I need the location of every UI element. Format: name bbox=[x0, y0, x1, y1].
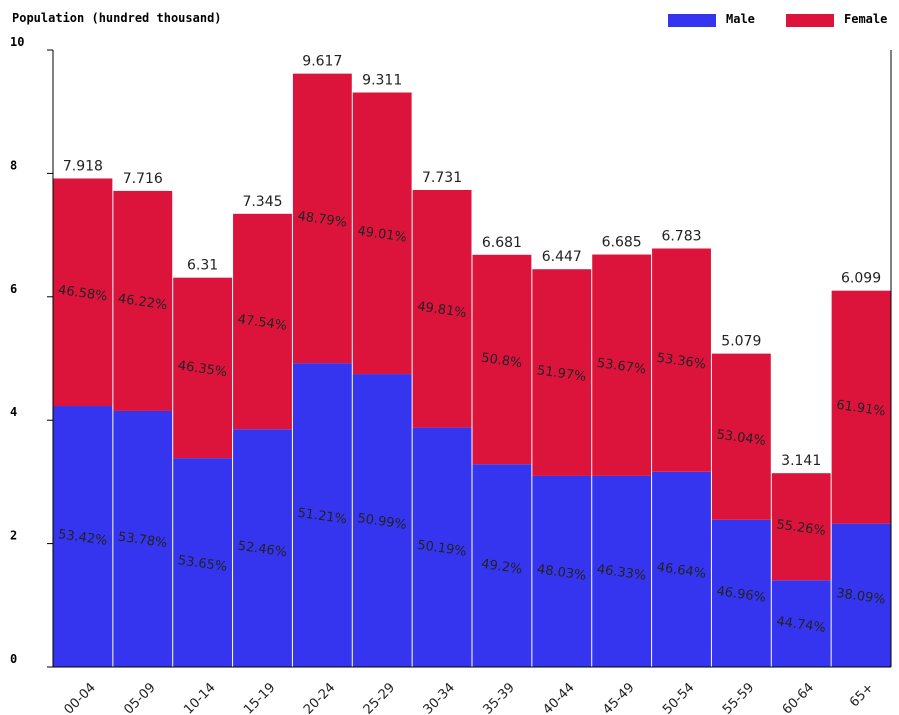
bar-segment bbox=[652, 471, 711, 667]
bar-segment bbox=[831, 523, 891, 667]
total-label: 6.681 bbox=[482, 235, 522, 251]
bar-segment bbox=[532, 269, 592, 476]
bar-segment bbox=[771, 580, 831, 667]
total-label: 7.731 bbox=[422, 170, 462, 186]
bar-segment bbox=[53, 178, 113, 407]
bar-segment bbox=[592, 254, 652, 476]
x-tick-label: 05-09 bbox=[121, 680, 158, 715]
bar-segment bbox=[771, 473, 831, 581]
y-tick-label: 0 bbox=[10, 652, 17, 666]
legend-swatch bbox=[786, 14, 834, 27]
total-label: 7.918 bbox=[63, 158, 103, 174]
y-tick-label: 10 bbox=[10, 35, 24, 49]
segment-label: 53.65% bbox=[177, 553, 228, 575]
bar-segment bbox=[173, 458, 233, 667]
x-tick-label: 65+ bbox=[847, 680, 877, 710]
total-label: 3.141 bbox=[781, 453, 821, 469]
segment-label: 53.78% bbox=[117, 530, 168, 552]
total-label: 6.685 bbox=[602, 235, 642, 251]
bar-segment bbox=[352, 92, 412, 375]
segment-label: 51.21% bbox=[297, 506, 348, 528]
bar-segment bbox=[472, 254, 532, 465]
x-tick-label: 15-19 bbox=[241, 680, 278, 715]
bar-segment bbox=[113, 190, 173, 411]
bar-segment bbox=[233, 429, 292, 667]
bar-segment bbox=[352, 374, 412, 667]
x-tick-label: 40-44 bbox=[540, 680, 577, 715]
segment-label: 51.97% bbox=[536, 363, 587, 385]
legend-label: Female bbox=[844, 12, 887, 26]
legend-label: Male bbox=[726, 12, 755, 26]
total-label: 6.31 bbox=[187, 258, 218, 274]
total-label: 7.716 bbox=[123, 171, 163, 187]
bar-segment bbox=[412, 427, 472, 667]
x-tick-label: 25-29 bbox=[361, 680, 398, 715]
segment-label: 49.2% bbox=[480, 557, 523, 578]
x-tick-label: 55-59 bbox=[720, 680, 757, 715]
segment-label: 53.36% bbox=[656, 351, 707, 373]
bar-segment bbox=[292, 73, 352, 364]
segment-label: 46.64% bbox=[656, 560, 707, 582]
segment-label: 50.99% bbox=[356, 511, 407, 533]
segment-label: 44.74% bbox=[775, 614, 826, 636]
x-tick-label: 60-64 bbox=[780, 680, 817, 715]
x-tick-label: 30-34 bbox=[421, 680, 458, 715]
segment-label: 47.54% bbox=[237, 312, 288, 334]
x-tick-label: 10-14 bbox=[181, 680, 218, 715]
segment-label: 46.35% bbox=[177, 359, 228, 381]
total-label: 6.447 bbox=[542, 249, 582, 265]
bar-segment bbox=[412, 189, 472, 428]
segment-label: 53.67% bbox=[596, 356, 647, 378]
segment-label: 53.42% bbox=[57, 527, 108, 549]
bar-segment bbox=[472, 464, 532, 667]
x-tick-label: 00-04 bbox=[62, 680, 99, 715]
bar-segment bbox=[173, 277, 233, 459]
x-tick-label: 35-39 bbox=[481, 680, 518, 715]
segment-label: 50.19% bbox=[416, 538, 467, 560]
segment-label: 50.8% bbox=[480, 351, 523, 372]
y-tick-label: 6 bbox=[10, 282, 17, 296]
segment-label: 38.09% bbox=[835, 586, 886, 608]
segment-label: 53.04% bbox=[716, 427, 767, 449]
y-tick-label: 8 bbox=[10, 158, 17, 172]
segment-label: 49.81% bbox=[416, 299, 467, 321]
segment-label: 55.26% bbox=[775, 517, 826, 539]
total-label: 6.099 bbox=[841, 271, 881, 287]
legend-swatch bbox=[668, 14, 716, 27]
bar-segment bbox=[831, 290, 891, 524]
x-tick-label: 45-49 bbox=[600, 680, 637, 715]
segment-label: 61.91% bbox=[835, 398, 886, 420]
total-label: 5.079 bbox=[721, 334, 761, 350]
segment-label: 46.58% bbox=[57, 283, 108, 305]
bar-segment bbox=[292, 363, 352, 667]
bar-segment bbox=[233, 213, 292, 430]
total-label: 7.345 bbox=[242, 194, 282, 210]
x-tick-label: 50-54 bbox=[660, 680, 697, 715]
bar-segment bbox=[711, 353, 771, 520]
segment-label: 46.22% bbox=[117, 292, 168, 314]
segment-label: 49.01% bbox=[356, 224, 407, 246]
bar-segment bbox=[652, 248, 711, 472]
bar-segment bbox=[113, 410, 173, 667]
segment-label: 48.79% bbox=[297, 209, 348, 231]
bar-segment bbox=[592, 475, 652, 667]
segment-label: 48.03% bbox=[536, 562, 587, 584]
bar-segment bbox=[711, 519, 771, 667]
segment-label: 46.33% bbox=[596, 562, 647, 584]
segment-label: 52.46% bbox=[237, 539, 288, 561]
chart-title: Population (hundred thousand) bbox=[12, 11, 222, 25]
bar-segment bbox=[53, 406, 113, 667]
total-label: 9.311 bbox=[362, 73, 402, 89]
x-tick-label: 20-24 bbox=[301, 680, 338, 715]
total-label: 6.783 bbox=[661, 228, 701, 244]
total-label: 9.617 bbox=[302, 54, 342, 70]
bar-segment bbox=[532, 475, 592, 667]
y-tick-label: 4 bbox=[10, 405, 17, 419]
y-tick-label: 2 bbox=[10, 529, 17, 543]
segment-label: 46.96% bbox=[716, 584, 767, 606]
